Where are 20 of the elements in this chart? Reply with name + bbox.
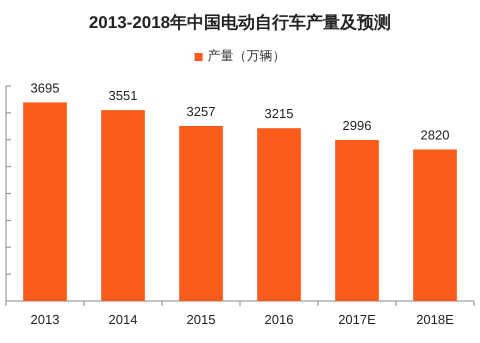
data-label: 3551 <box>108 88 138 104</box>
bar <box>335 140 379 301</box>
chart-title: 2013-2018年中国电动自行车产量及预测 <box>88 13 392 32</box>
data-label: 3257 <box>186 104 216 119</box>
bar <box>257 128 301 301</box>
bar <box>101 110 145 301</box>
data-label: 2996 <box>342 118 372 133</box>
x-tick-label: 2018E <box>416 312 454 328</box>
x-tick-label: 2016 <box>264 312 294 328</box>
bar <box>23 102 67 301</box>
bar <box>413 149 457 301</box>
bar <box>179 126 223 301</box>
x-tick-label: 2014 <box>108 312 138 328</box>
data-label: 3215 <box>264 106 294 122</box>
x-tick-label: 2013 <box>30 312 60 328</box>
x-tick-label: 2017E <box>338 312 376 328</box>
data-label: 2820 <box>420 127 450 142</box>
legend-label: 产量（万辆） <box>208 48 286 63</box>
x-tick-label: 2015 <box>186 312 216 328</box>
data-label: 3695 <box>30 80 60 96</box>
